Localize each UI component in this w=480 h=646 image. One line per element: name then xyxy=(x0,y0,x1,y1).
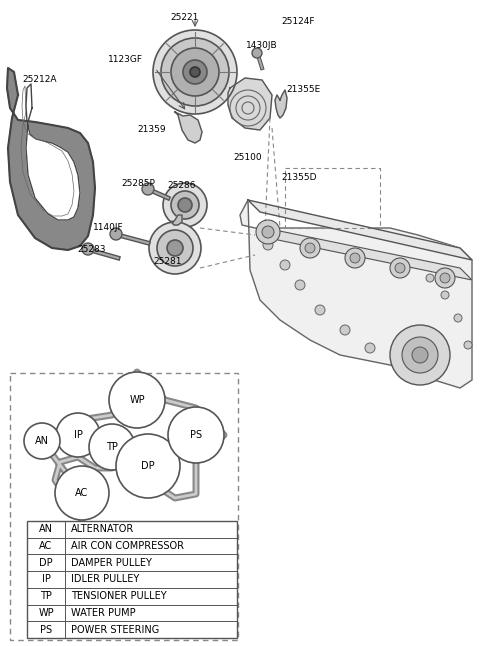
Circle shape xyxy=(402,337,438,373)
Circle shape xyxy=(440,273,450,283)
Circle shape xyxy=(89,424,135,470)
Circle shape xyxy=(171,48,219,96)
Circle shape xyxy=(305,243,315,253)
Circle shape xyxy=(464,341,472,349)
Text: PS: PS xyxy=(40,625,52,634)
Polygon shape xyxy=(172,215,182,225)
Circle shape xyxy=(365,343,375,353)
Circle shape xyxy=(55,466,109,520)
Text: TENSIONER PULLEY: TENSIONER PULLEY xyxy=(71,591,167,601)
Circle shape xyxy=(178,198,192,212)
Text: AC: AC xyxy=(39,541,53,551)
Text: AN: AN xyxy=(39,525,53,534)
Text: TP: TP xyxy=(40,591,52,601)
Circle shape xyxy=(167,240,183,256)
Circle shape xyxy=(412,347,428,363)
Text: 25281: 25281 xyxy=(154,258,182,267)
Text: 21355E: 21355E xyxy=(286,85,320,94)
Circle shape xyxy=(350,253,360,263)
Polygon shape xyxy=(240,200,472,388)
Circle shape xyxy=(280,260,290,270)
Circle shape xyxy=(390,258,410,278)
Text: PS: PS xyxy=(190,430,202,440)
Text: POWER STEERING: POWER STEERING xyxy=(71,625,159,634)
Circle shape xyxy=(256,220,280,244)
Text: AIR CON COMPRESSOR: AIR CON COMPRESSOR xyxy=(71,541,184,551)
Text: 1430JB: 1430JB xyxy=(246,41,278,50)
Text: 21355D: 21355D xyxy=(281,172,317,182)
Text: IDLER PULLEY: IDLER PULLEY xyxy=(71,574,139,585)
Text: IP: IP xyxy=(42,574,50,585)
Circle shape xyxy=(142,183,154,195)
Text: AC: AC xyxy=(75,488,89,498)
Polygon shape xyxy=(26,84,80,220)
Circle shape xyxy=(390,325,450,385)
Polygon shape xyxy=(228,78,272,130)
Circle shape xyxy=(395,263,405,273)
Polygon shape xyxy=(275,90,287,118)
Polygon shape xyxy=(265,228,472,280)
Text: 25286: 25286 xyxy=(168,180,196,189)
Circle shape xyxy=(300,238,320,258)
Text: IP: IP xyxy=(73,430,83,440)
FancyBboxPatch shape xyxy=(10,373,238,640)
Circle shape xyxy=(190,67,200,77)
Circle shape xyxy=(153,30,237,114)
Circle shape xyxy=(149,222,201,274)
Circle shape xyxy=(82,243,94,255)
Polygon shape xyxy=(248,200,472,260)
Circle shape xyxy=(161,38,229,106)
Polygon shape xyxy=(175,112,202,143)
Circle shape xyxy=(168,407,224,463)
Text: 21359: 21359 xyxy=(138,125,166,134)
Circle shape xyxy=(110,228,122,240)
Text: 25283: 25283 xyxy=(78,245,106,255)
Text: WATER PUMP: WATER PUMP xyxy=(71,608,136,618)
Circle shape xyxy=(262,226,274,238)
Circle shape xyxy=(252,48,262,58)
Bar xyxy=(27,521,237,638)
Circle shape xyxy=(183,60,207,84)
Polygon shape xyxy=(7,68,95,250)
Circle shape xyxy=(345,248,365,268)
Text: DP: DP xyxy=(39,557,53,568)
Text: AN: AN xyxy=(35,436,49,446)
Circle shape xyxy=(157,230,193,266)
Text: 25212A: 25212A xyxy=(23,76,57,85)
Text: 25124F: 25124F xyxy=(281,17,315,26)
Text: 25100: 25100 xyxy=(234,154,262,163)
Circle shape xyxy=(295,280,305,290)
Circle shape xyxy=(171,191,199,219)
Circle shape xyxy=(24,423,60,459)
Circle shape xyxy=(163,183,207,227)
Text: 25285P: 25285P xyxy=(121,178,155,187)
Circle shape xyxy=(340,325,350,335)
Text: 1123GF: 1123GF xyxy=(108,56,143,65)
Circle shape xyxy=(116,434,180,498)
Text: WP: WP xyxy=(129,395,145,405)
Text: DP: DP xyxy=(141,461,155,471)
Text: WP: WP xyxy=(38,608,54,618)
Text: 1140JF: 1140JF xyxy=(93,224,123,233)
Text: ALTERNATOR: ALTERNATOR xyxy=(71,525,134,534)
Circle shape xyxy=(441,291,449,299)
Circle shape xyxy=(435,268,455,288)
Text: DAMPER PULLEY: DAMPER PULLEY xyxy=(71,557,152,568)
Text: 25221: 25221 xyxy=(171,14,199,23)
Circle shape xyxy=(315,305,325,315)
Circle shape xyxy=(454,314,462,322)
Circle shape xyxy=(109,372,165,428)
Circle shape xyxy=(56,413,100,457)
Circle shape xyxy=(263,240,273,250)
Text: TP: TP xyxy=(106,442,118,452)
Circle shape xyxy=(426,274,434,282)
